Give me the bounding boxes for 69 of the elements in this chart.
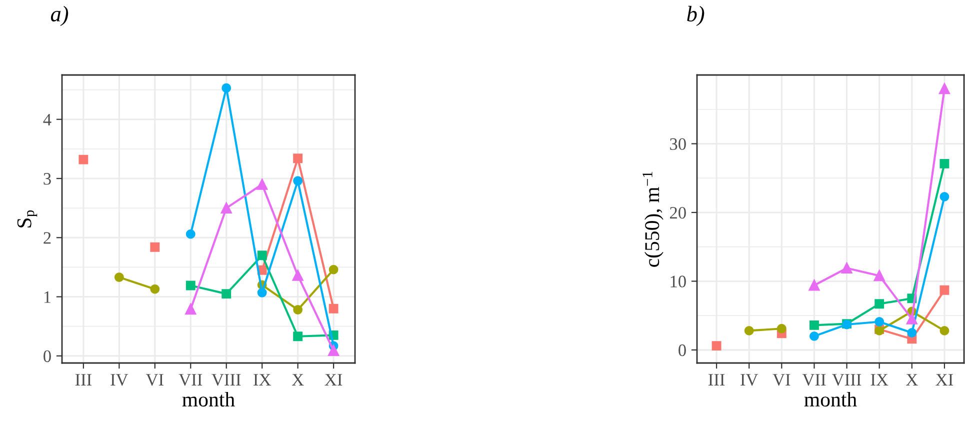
point xyxy=(939,83,950,94)
x-tick-label: VIII xyxy=(212,374,241,386)
x-axis-title: month xyxy=(804,392,857,407)
point xyxy=(292,270,304,281)
point xyxy=(150,242,160,252)
point xyxy=(940,192,950,202)
y-axis-title: c(550), m$^{−1}$ xyxy=(642,172,664,267)
x-tick-label: VIII xyxy=(832,374,862,386)
point xyxy=(256,178,268,190)
point xyxy=(328,345,339,356)
point xyxy=(150,284,160,294)
point xyxy=(940,158,950,168)
y-tick-label: 2 xyxy=(44,232,51,244)
x-tick-label: X xyxy=(292,374,304,386)
chart-title: a) xyxy=(50,6,68,26)
point xyxy=(186,280,196,290)
point xyxy=(293,332,303,342)
point xyxy=(874,270,885,282)
x-tick-label: VII xyxy=(178,374,202,386)
y-tick-label: 0 xyxy=(678,344,686,356)
point xyxy=(874,317,884,326)
point xyxy=(220,202,232,214)
y-tick-label: 3 xyxy=(44,173,51,185)
y-tick-label: 4 xyxy=(43,114,52,126)
point xyxy=(328,264,338,274)
x-tick-label: III xyxy=(708,374,725,386)
point xyxy=(940,285,950,295)
point xyxy=(809,320,819,330)
x-tick-label: IV xyxy=(740,374,758,386)
point xyxy=(907,328,917,338)
x-tick-label: IX xyxy=(254,374,271,386)
point xyxy=(712,341,722,351)
chart-title: b) xyxy=(687,6,704,26)
x-tick-label: VII xyxy=(802,374,826,386)
point xyxy=(185,304,196,315)
point xyxy=(222,289,232,299)
point xyxy=(809,331,819,341)
y-tick-label: 1 xyxy=(44,291,51,303)
point xyxy=(222,83,232,93)
point xyxy=(293,176,303,186)
point xyxy=(293,154,303,164)
point xyxy=(293,305,303,314)
point xyxy=(744,326,754,336)
point xyxy=(906,314,918,324)
point xyxy=(940,326,950,336)
point xyxy=(78,154,88,164)
x-axis-title: month xyxy=(182,392,235,407)
y-tick-label: 30 xyxy=(670,138,686,150)
x-tick-label: IV xyxy=(110,374,128,386)
point xyxy=(776,324,786,334)
y-tick-label: 20 xyxy=(670,206,686,219)
point xyxy=(257,250,267,260)
point xyxy=(841,262,852,274)
point xyxy=(328,304,338,314)
y-axis-title: S$_{p}$ xyxy=(17,210,38,228)
point xyxy=(114,272,124,282)
x-tick-label: III xyxy=(75,374,92,386)
point xyxy=(257,288,267,298)
x-tick-label: VI xyxy=(146,374,164,386)
x-tick-label: X xyxy=(906,374,918,386)
x-tick-label: XI xyxy=(936,374,954,386)
point xyxy=(808,280,820,291)
point xyxy=(186,229,196,239)
x-tick-label: XI xyxy=(324,374,342,386)
y-tick-label: 0 xyxy=(44,350,51,362)
x-tick-label: IX xyxy=(870,374,888,386)
y-tick-label: 10 xyxy=(670,276,686,288)
x-tick-label: VI xyxy=(772,374,790,386)
point xyxy=(874,299,884,309)
